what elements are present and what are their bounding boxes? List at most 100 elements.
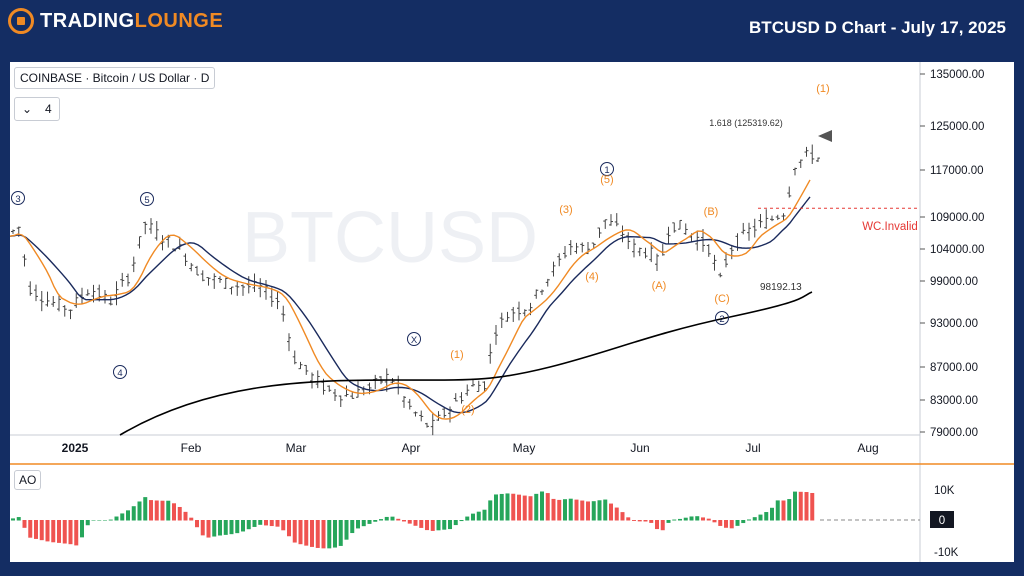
ao-bar bbox=[770, 507, 774, 521]
ao-bar bbox=[528, 496, 533, 521]
fib-label: 1.618 (125319.62) bbox=[709, 118, 783, 128]
wave-circle-icon bbox=[113, 365, 127, 379]
ao-bar bbox=[522, 495, 527, 521]
ao-bar bbox=[494, 494, 498, 521]
ao-bar bbox=[402, 520, 406, 522]
wave-label: X bbox=[411, 335, 418, 346]
ao-bar bbox=[448, 520, 452, 530]
indicator-count: 4 bbox=[45, 102, 52, 116]
ao-bar bbox=[695, 516, 700, 521]
ao-bar bbox=[505, 493, 510, 521]
logo-text-accent: LOUNGE bbox=[134, 9, 224, 32]
ao-bar bbox=[57, 520, 61, 543]
x-tick-label: Jul bbox=[745, 441, 760, 455]
y-tick-label: 125000.00 bbox=[930, 121, 984, 133]
ao-zero-badge bbox=[930, 511, 954, 528]
x-tick-label: Feb bbox=[181, 441, 202, 455]
ao-bar bbox=[195, 520, 199, 528]
x-tick-label: Mar bbox=[286, 441, 307, 455]
chevron-down-icon[interactable]: ⌄ bbox=[22, 102, 33, 116]
ao-bar bbox=[373, 520, 378, 522]
ao-bar bbox=[643, 520, 648, 522]
ao-bar bbox=[315, 520, 320, 548]
ao-bar bbox=[637, 520, 642, 522]
indicator-toggle[interactable]: ⌄ 4 bbox=[14, 97, 60, 121]
ao-bar bbox=[212, 520, 217, 537]
ao-bar bbox=[551, 498, 556, 521]
x-tick-label: May bbox=[513, 441, 536, 455]
ao-bar bbox=[235, 520, 240, 534]
ao-bar bbox=[68, 520, 73, 545]
ao-bar bbox=[568, 498, 573, 521]
ao-bar bbox=[425, 520, 429, 531]
ao-bar bbox=[540, 491, 544, 521]
ao-legend[interactable]: AO bbox=[14, 470, 42, 490]
chart-panel[interactable]: BTCUSD 135000.00 125000.00 117000.00 109000.… bbox=[9, 62, 1014, 562]
ao-bar bbox=[453, 520, 458, 526]
ao-bar bbox=[626, 517, 631, 521]
y-tick-label: 104000.00 bbox=[930, 244, 984, 256]
ao-bar bbox=[586, 501, 590, 521]
ao-bar bbox=[614, 507, 619, 521]
ao-bar bbox=[350, 520, 355, 534]
ao-bar bbox=[321, 520, 326, 549]
ao-bar bbox=[482, 509, 487, 521]
ema-fast-line bbox=[9, 179, 811, 420]
y-tick-label: 79000.00 bbox=[930, 427, 978, 439]
ao-bar bbox=[91, 520, 96, 521]
ao-bar bbox=[735, 520, 740, 526]
ao-bar bbox=[476, 511, 481, 521]
invalid-label: WC.Invalid bbox=[862, 221, 918, 233]
low-price-label: 98192.13 bbox=[760, 282, 802, 293]
x-tick-label: Aug bbox=[857, 441, 878, 455]
ao-tick-label: -10K bbox=[934, 547, 959, 559]
ao-bar bbox=[683, 517, 688, 521]
ao-bar bbox=[97, 520, 102, 521]
ao-bar bbox=[798, 491, 803, 521]
ao-bar bbox=[488, 500, 493, 521]
ao-bar bbox=[264, 520, 268, 526]
ao-bar bbox=[298, 520, 303, 545]
ao-bar bbox=[62, 520, 67, 544]
ao-bar bbox=[258, 520, 263, 525]
ao-bar bbox=[45, 520, 50, 542]
target-arrow-icon bbox=[818, 130, 832, 142]
ao-bar bbox=[22, 520, 27, 528]
ao-bar bbox=[775, 500, 780, 521]
sma-long-line bbox=[119, 291, 813, 436]
ao-bar bbox=[591, 501, 596, 521]
logo-text-primary: TRADING bbox=[40, 9, 135, 32]
ao-bar bbox=[229, 520, 234, 535]
ao-bar bbox=[223, 520, 228, 535]
ao-bar bbox=[114, 516, 119, 521]
price-chart-svg[interactable]: BTCUSD 135000.00 125000.00 117000.00 109000.… bbox=[9, 62, 1014, 562]
ao-bar bbox=[678, 518, 682, 521]
ao-tick-label: 10K bbox=[934, 485, 955, 497]
ao-bar bbox=[459, 520, 464, 522]
y-tick-label: 87000.00 bbox=[930, 362, 978, 374]
ao-bar bbox=[804, 492, 809, 521]
ao-bar bbox=[465, 516, 470, 521]
ao-bar bbox=[103, 520, 107, 521]
ao-bar bbox=[143, 497, 148, 521]
ao-bar bbox=[327, 520, 332, 549]
ao-bar bbox=[108, 519, 113, 521]
ao-bar bbox=[396, 518, 401, 521]
wave-circle-icon bbox=[140, 192, 154, 206]
ao-bar bbox=[563, 499, 567, 521]
wave-label: (1) bbox=[450, 349, 463, 361]
ao-bar bbox=[609, 503, 613, 521]
ao-bar bbox=[793, 491, 797, 521]
ao-bar bbox=[189, 517, 194, 521]
ao-bar bbox=[34, 520, 38, 539]
ao-bar bbox=[275, 520, 280, 527]
x-tick-label: Apr bbox=[402, 441, 421, 455]
y-tick-label: 93000.00 bbox=[930, 318, 978, 330]
symbol-legend[interactable]: COINBASE · Bitcoin / US Dollar · D bbox=[14, 67, 216, 89]
ao-tick-label: 0 bbox=[939, 515, 945, 527]
ao-bar bbox=[419, 520, 424, 528]
ao-bar bbox=[379, 519, 383, 521]
ao-bar bbox=[137, 501, 142, 521]
ao-bar bbox=[85, 520, 90, 526]
x-tick-label: Jun bbox=[630, 441, 649, 455]
